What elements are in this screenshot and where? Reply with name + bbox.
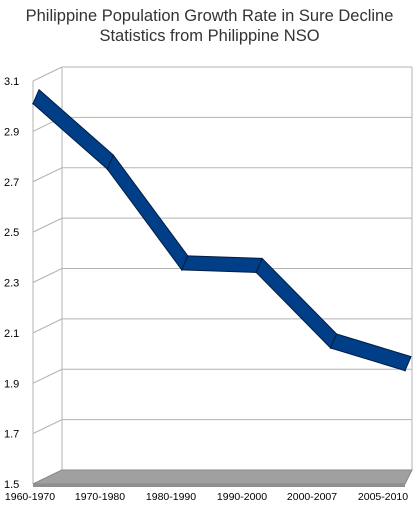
y-tick-label: 2.1 <box>4 328 19 340</box>
y-tick-label: 2.7 <box>4 177 19 189</box>
x-tick-label: 2005-2010 <box>358 491 408 503</box>
y-tick-label: 2.5 <box>4 227 19 239</box>
chart-title: Philippine Population Growth Rate in Sur… <box>25 7 394 25</box>
y-tick-label: 2.9 <box>4 126 19 138</box>
ribbon-segment-5 <box>330 333 412 372</box>
gridline-side <box>32 268 63 283</box>
gridline-side <box>32 217 63 233</box>
gridline-side <box>32 419 63 435</box>
x-tick-label: 1960-1970 <box>5 491 55 503</box>
x-tick-label: 1990-2000 <box>217 491 267 503</box>
data-point-1970-1980 <box>106 168 109 170</box>
chart-subtitle: Statistics from Philippine NSO <box>99 27 320 45</box>
x-tick-label: 1970-1980 <box>75 491 125 503</box>
gridline-side <box>32 66 63 82</box>
floor-top <box>32 469 413 485</box>
y-tick-label: 2.3 <box>4 278 19 290</box>
data-point-1960-1970 <box>32 102 34 105</box>
data-point-2000-2007 <box>329 347 332 349</box>
ribbon-segment-2 <box>106 154 189 271</box>
floor-front <box>33 484 405 487</box>
data-ribbon <box>32 89 412 372</box>
gridline-side <box>32 167 63 183</box>
y-tick-label: 3.1 <box>4 76 19 88</box>
gridline-side <box>32 318 63 334</box>
ribbon-segment-1 <box>32 89 114 170</box>
grid <box>32 66 413 485</box>
chart-title-block: Philippine Population Growth Rate in Sur… <box>0 6 419 46</box>
y-axis-ticks: 1.5 1.7 1.9 2.1 2.3 2.5 2.7 2.9 3.1 <box>4 76 19 491</box>
chart-floor <box>32 469 413 487</box>
data-point-1980-1990 <box>181 269 183 271</box>
y-tick-label: 1.9 <box>4 378 19 390</box>
x-tick-label: 1980-1990 <box>146 491 196 503</box>
y-tick-label: 1.5 <box>4 479 19 491</box>
data-point-2005-2010 <box>404 369 406 372</box>
ribbon-segment-4 <box>255 257 338 349</box>
ribbon-segment-3 <box>181 255 263 273</box>
data-point-1990-2000 <box>255 271 257 274</box>
gridline-side <box>32 368 63 384</box>
x-axis-ticks: 1960-1970 1970-1980 1980-1990 1990-2000 2000… <box>5 491 408 503</box>
y-tick-label: 1.7 <box>4 429 19 441</box>
x-tick-label: 2000-2007 <box>287 491 337 503</box>
